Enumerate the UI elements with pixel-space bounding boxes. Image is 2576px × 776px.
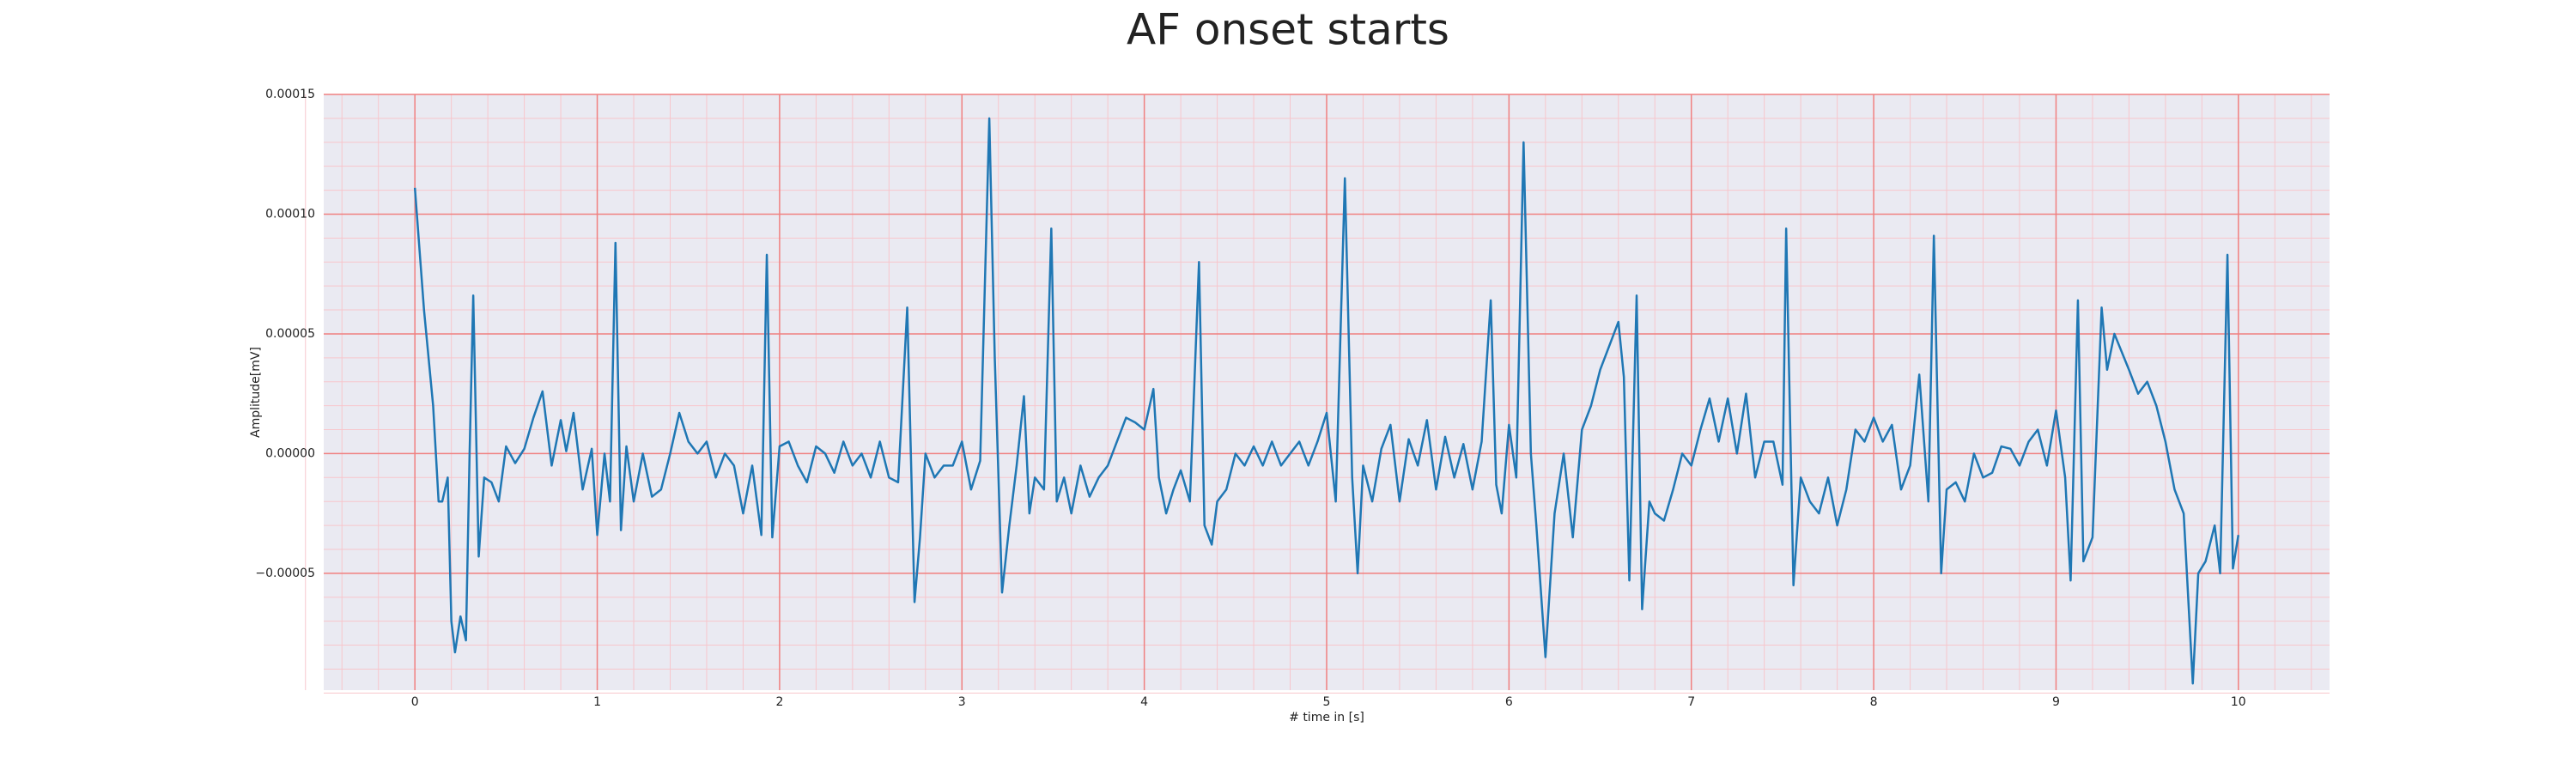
signal-line bbox=[413, 117, 2240, 685]
x-tick-label: 10 bbox=[2231, 695, 2246, 709]
x-tick-label: 2 bbox=[775, 695, 783, 709]
x-tick-label: 1 bbox=[593, 695, 601, 709]
chart-title: AF onset starts bbox=[1127, 5, 1449, 55]
y-tick-label: 0.00005 bbox=[265, 327, 315, 341]
x-tick-label: 8 bbox=[1870, 695, 1878, 709]
y-tick-label: 0.00010 bbox=[265, 207, 315, 221]
y-tick-label: 0.00015 bbox=[265, 88, 315, 101]
x-tick-label: 9 bbox=[2052, 695, 2060, 709]
x-tick-label: 5 bbox=[1323, 695, 1331, 709]
y-axis-label: Amplitude[mV] bbox=[249, 347, 263, 438]
x-tick-label: 7 bbox=[1687, 695, 1695, 709]
x-tick-label: 0 bbox=[411, 695, 419, 709]
x-axis-label: # time in [s] bbox=[1289, 711, 1364, 724]
x-tick-label: 4 bbox=[1140, 695, 1148, 709]
x-tick-label: 3 bbox=[958, 695, 966, 709]
y-tick-label: −0.00005 bbox=[255, 567, 315, 580]
x-tick-label: 6 bbox=[1505, 695, 1513, 709]
y-tick-label: 0.00000 bbox=[265, 446, 315, 460]
